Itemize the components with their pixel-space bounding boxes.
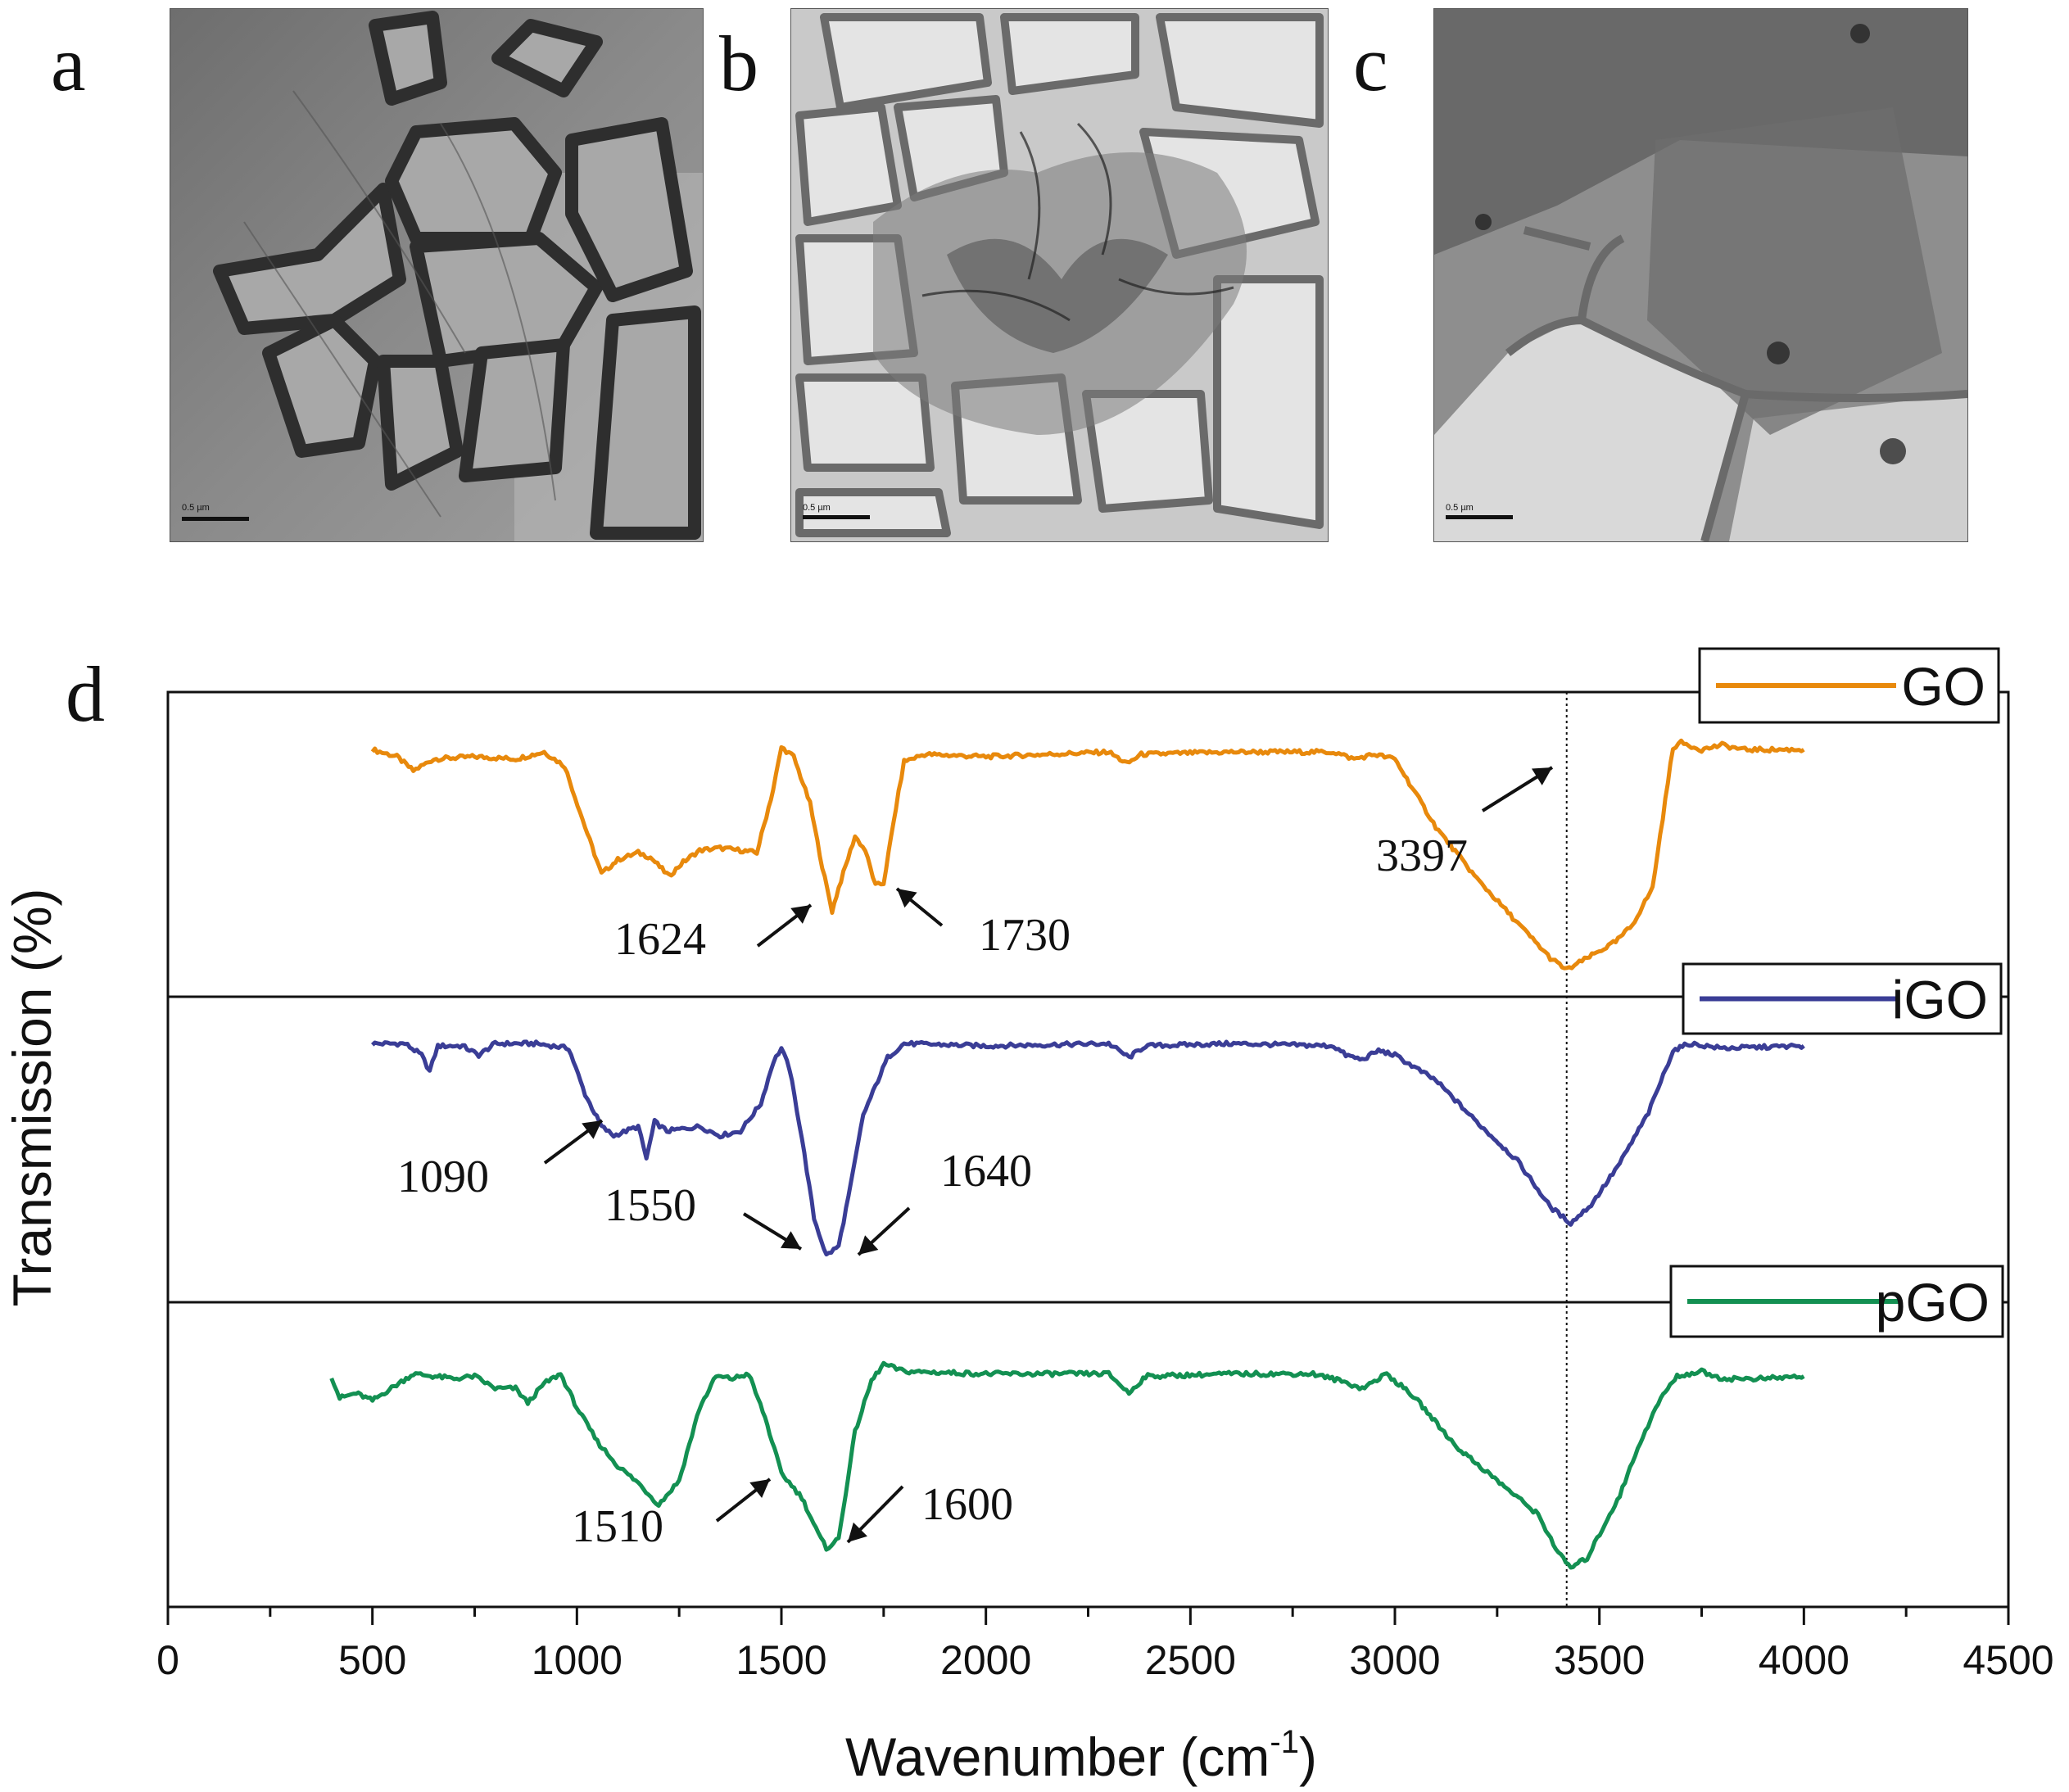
annotation-arrowhead-3397: [1531, 767, 1552, 785]
panel-letter-d: d: [66, 650, 105, 738]
annotation-arrowhead-1550: [780, 1231, 801, 1249]
annotation-1550: 1550: [604, 1180, 696, 1231]
y-axis-label: Transmission (%): [2, 889, 62, 1307]
annotation-1600: 1600: [921, 1479, 1013, 1530]
x-tick-label-4000: 4000: [1759, 1637, 1849, 1683]
x-tick-label-4500: 4500: [1963, 1637, 2053, 1683]
x-tick-label-0: 0: [156, 1637, 179, 1683]
x-tick-label-2500: 2500: [1145, 1637, 1236, 1683]
annotation-1730: 1730: [979, 910, 1071, 961]
annotation-3397: 3397: [1376, 830, 1468, 881]
x-tick-label-1000: 1000: [532, 1637, 623, 1683]
x-axis-label: Wavenumber (cm-1): [845, 1724, 1317, 1787]
annotation-arrowhead-1600: [848, 1522, 867, 1542]
annotation-arrowhead-1640: [858, 1235, 879, 1255]
plot-frame: [166, 690, 2010, 1609]
x-tick-label-1500: 1500: [736, 1637, 826, 1683]
series-line-pgo: [329, 1360, 1805, 1570]
x-tick-label-2000: 2000: [940, 1637, 1031, 1683]
scale-label-b: 0.5 µm: [803, 503, 831, 513]
panel-letter-b: b: [719, 20, 758, 107]
x-axis-label-superscript: -1: [1270, 1724, 1299, 1760]
annotation-arrowhead-1090: [582, 1120, 602, 1139]
series-line-go: [370, 738, 1805, 971]
tem-image-c: 0.5 µm: [1433, 8, 1968, 542]
legend-label-igo: iGO: [1892, 970, 1988, 1030]
ftir-chart: 1624 1730 3397 1090 1550 1640 1510 1600 GO iGO pG…: [2, 647, 2054, 1787]
x-tick-label-3500: 3500: [1554, 1637, 1645, 1683]
annotation-1640: 1640: [940, 1146, 1032, 1197]
annotation-1510: 1510: [572, 1501, 663, 1552]
x-tick-label-500: 500: [338, 1637, 406, 1683]
panel-letter-a: a: [51, 20, 86, 107]
annotation-arrowhead-1510: [749, 1479, 770, 1499]
tem-image-a: 0.5 µm: [170, 8, 704, 542]
annotation-arrowhead-1730: [897, 889, 917, 908]
tem-image-b: 0.5 µm: [790, 8, 1329, 542]
x-tick-label-3000: 3000: [1349, 1637, 1440, 1683]
legend-label-pgo: pGO: [1876, 1272, 1990, 1333]
panel-letter-c: c: [1353, 20, 1388, 107]
annotation-arrowhead-1624: [790, 905, 811, 924]
annotation-1624: 1624: [614, 914, 706, 965]
series-line-igo: [370, 1039, 1805, 1257]
annotation-1090: 1090: [397, 1152, 489, 1202]
legend-label-go: GO: [1901, 656, 1985, 717]
scale-label-a: 0.5 µm: [182, 503, 210, 513]
scale-label-c: 0.5 µm: [1446, 503, 1474, 513]
